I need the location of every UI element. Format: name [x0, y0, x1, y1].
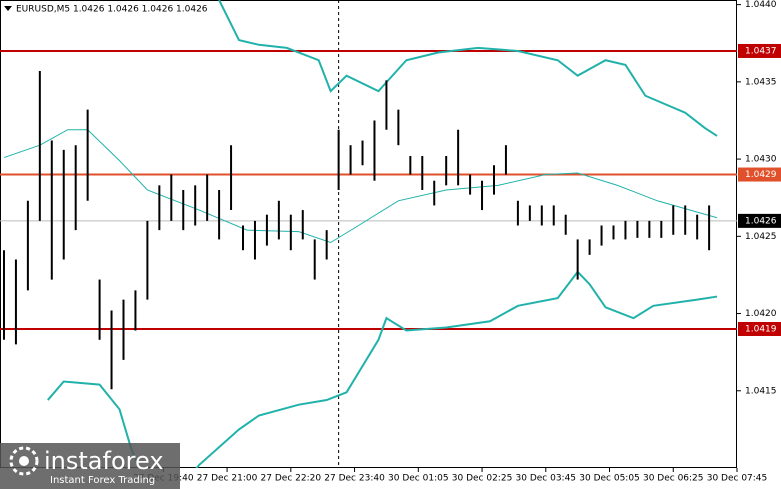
y-tick-label: 1.0425 [745, 232, 777, 242]
band-line [218, 0, 718, 137]
x-tick-label: 27 Dec 21:00 [197, 474, 258, 484]
x-tick-label: 30 Dec 06:25 [643, 474, 704, 484]
watermark-logo-core [19, 456, 29, 466]
x-tick-label: 30 Dec 02:25 [452, 474, 513, 484]
watermark-box [0, 443, 180, 489]
y-tick-label: 1.0440 [745, 0, 777, 10]
y-tick-label: 1.0415 [745, 386, 777, 396]
chart-title: EURUSD,M5 1.0426 1.0426 1.0426 1.0426 [16, 5, 208, 15]
x-tick-label: 27 Dec 23:40 [324, 474, 385, 484]
y-tick-label: 1.0430 [745, 155, 777, 165]
level-label: 1.0437 [745, 46, 777, 56]
x-tick-label: 27 Dec 22:20 [261, 474, 322, 484]
current-price-box [738, 213, 781, 228]
level-box [738, 43, 781, 58]
watermark-logo [9, 446, 39, 476]
watermark-slogan: Instant Forex Trading [50, 475, 155, 486]
level-label: 1.0429 [745, 170, 777, 180]
y-tick-label: 1.0435 [745, 77, 777, 87]
current-price-label: 1.0426 [745, 216, 777, 226]
x-tick-label: 30 Dec 07:45 [707, 474, 768, 484]
menu-arrow [4, 6, 12, 11]
y-tick-label: 1.0420 [745, 309, 777, 319]
x-tick-label: 30 Dec 03:45 [516, 474, 577, 484]
x-tick-label: 30 Dec 05:05 [579, 474, 640, 484]
level-label: 1.0419 [745, 324, 777, 334]
level-box [738, 167, 781, 182]
x-tick-label: 30 Dec 01:05 [388, 474, 449, 484]
level-box [738, 321, 781, 336]
watermark-brand: instaforex [44, 447, 164, 475]
watermark: instaforex Instant Forex Trading [0, 443, 180, 489]
plot-area [0, 0, 737, 468]
